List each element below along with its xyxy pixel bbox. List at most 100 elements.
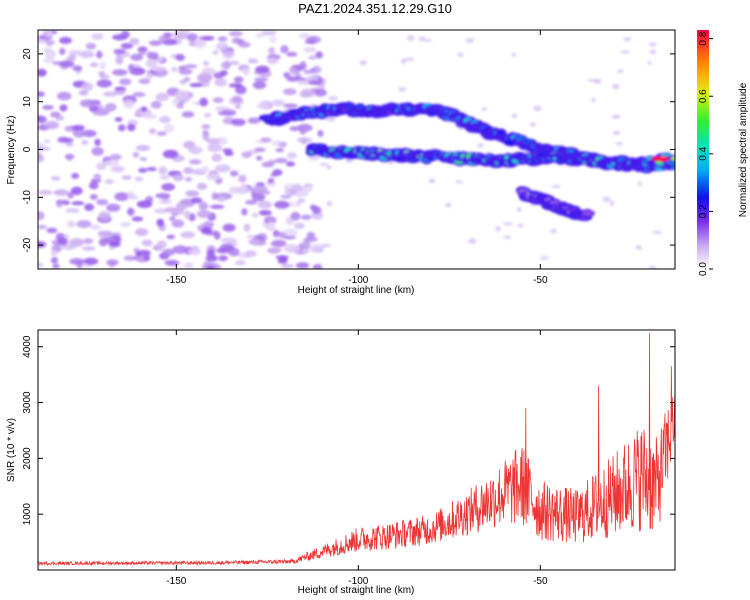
spectrogram-noise-blob [158,199,173,205]
spectrogram-noise-blob [138,78,151,85]
spectrogram-noise-blob [255,65,270,74]
spectrogram-noise-blob [256,103,268,109]
spectrogram-noise-blob [188,247,202,256]
spectrogram-noise-blob [241,208,248,216]
spectrogram-noise-blob [162,149,179,159]
spectrogram-noise-blob [85,42,97,50]
spectrogram-noise-blob [477,143,484,148]
spectrogram-noise-blob [299,32,310,39]
spectrogram-noise-blob [183,167,194,175]
spectrogram-noise-blob [281,263,295,269]
spectrogram-noise-blob [286,151,298,160]
spectrogram-noise-blob [38,189,53,196]
spectrogram-x-tick-label: -100 [348,275,368,286]
spectrogram-noise-blob [260,30,277,36]
spectrogram-noise-blob [91,33,104,40]
snr-x-tick-label: -150 [166,576,186,587]
spectrogram-noise-blob [533,105,542,112]
spectrogram-noise-blob [428,178,436,184]
spectrogram-noise-blob [284,187,291,196]
snr-background [38,330,675,570]
spectrogram-y-tick-label: 20 [22,48,33,60]
spectrogram-noise-blob [201,81,211,86]
spectrogram-noise-blob [615,141,623,146]
spectrogram-noise-blob [38,91,45,97]
spectrogram-noise-blob [317,129,324,138]
spectrogram-noise-blob [115,55,124,65]
spectrogram-noise-blob [510,52,517,57]
spectrogram-track-core [581,210,594,217]
spectrogram-noise-blob [90,224,101,231]
spectrogram-noise-blob [280,45,289,54]
spectrogram-noise-blob [132,151,140,158]
spectrogram-noise-blob [162,248,175,256]
spectrogram-noise-blob [233,76,244,84]
spectrogram-noise-blob [267,47,276,54]
spectrogram-noise-blob [212,97,225,103]
snr-x-tick-label: -50 [533,576,548,587]
spectrogram-noise-blob [235,85,247,95]
spectrogram-noise-blob [418,36,426,42]
spectrogram-noise-blob [158,166,168,175]
spectrogram-noise-blob [317,84,326,89]
spectrogram-noise-blob [202,60,209,67]
spectrogram-noise-blob [150,65,166,71]
spectrogram-noise-blob [283,72,291,79]
spectrogram-noise-blob [253,147,266,153]
spectrogram-noise-blob [299,61,307,71]
spectrogram-noise-blob [283,103,298,108]
spectrogram-noise-blob [202,132,210,141]
spectrogram-noise-blob [214,78,227,87]
colorbar-ticks: 0.0 0.2 0.4 0.6 0.8 [698,31,713,276]
spectrogram-noise-blob [155,208,166,214]
spectrogram-noise-blob [67,220,76,228]
spectrogram-noise-blob [99,61,107,70]
spectrogram-noise-blob [183,77,191,82]
spectrogram-noise-blob [50,256,59,264]
spectrogram-noise-blob [38,211,45,221]
spectrogram-noise-blob [57,237,69,246]
colorbar-tick-label: 0.6 [698,89,709,103]
spectrogram-noise-blob [220,61,232,69]
spectrogram-noise-blob [267,221,275,230]
spectrogram-noise-blob [183,210,191,219]
spectrogram-noise-blob [455,180,463,184]
spectrogram-noise-blob [123,99,135,109]
spectrogram-noise-blob [217,111,231,116]
colorbar-tick-label: 0.4 [698,146,709,160]
spectrogram-noise-blob [407,35,415,41]
spectrogram-noise-blob [119,78,132,86]
spectrogram-noise-blob [166,234,176,240]
spectrogram-noise-blob [113,48,127,55]
spectrogram-noise-blob [186,33,198,42]
spectrogram-y-tick-label: -10 [22,190,33,205]
spectrogram-noise-blob [185,177,193,182]
spectrogram-noise-blob [96,79,113,88]
spectrogram-noise-blob [313,88,327,97]
spectrogram-noise-blob [248,238,261,246]
spectrogram-noise-blob [98,71,106,76]
spectrogram-noise-blob [295,262,310,269]
spectrogram-noise-blob [145,59,157,68]
spectrogram-noise-blob [136,200,153,208]
spectrogram-y-tick-label: 0 [22,146,33,152]
spectrogram-noise-blob [67,192,74,199]
spectrogram-noise-blob [297,198,306,203]
spectrogram-noise-blob [265,181,277,187]
spectrogram-noise-blob [300,88,317,97]
spectrogram-noise-blob [143,113,157,119]
spectrogram-ylabel: Frequency (Hz) [6,116,17,185]
spectrogram-noise-blob [45,120,60,130]
spectrogram-noise-blob [305,185,313,193]
spectrogram-noise-blob [184,64,198,69]
snr-panel: -150 -100 -50 1000 2000 3000 4000 Height of st… [6,329,676,596]
spectrogram-noise-blob [215,136,228,146]
spectrogram-noise-blob [203,112,212,118]
spectrogram-noise-blob [38,262,44,268]
spectrogram-noise-blob [648,265,657,269]
colorbar-tick-label: 0.0 [698,262,709,276]
spectrogram-noise-blob [551,184,561,189]
spectrogram-noise-blob [539,256,549,260]
spectrogram-noise-blob [359,59,368,66]
spectrogram-noise-blob [126,123,136,132]
